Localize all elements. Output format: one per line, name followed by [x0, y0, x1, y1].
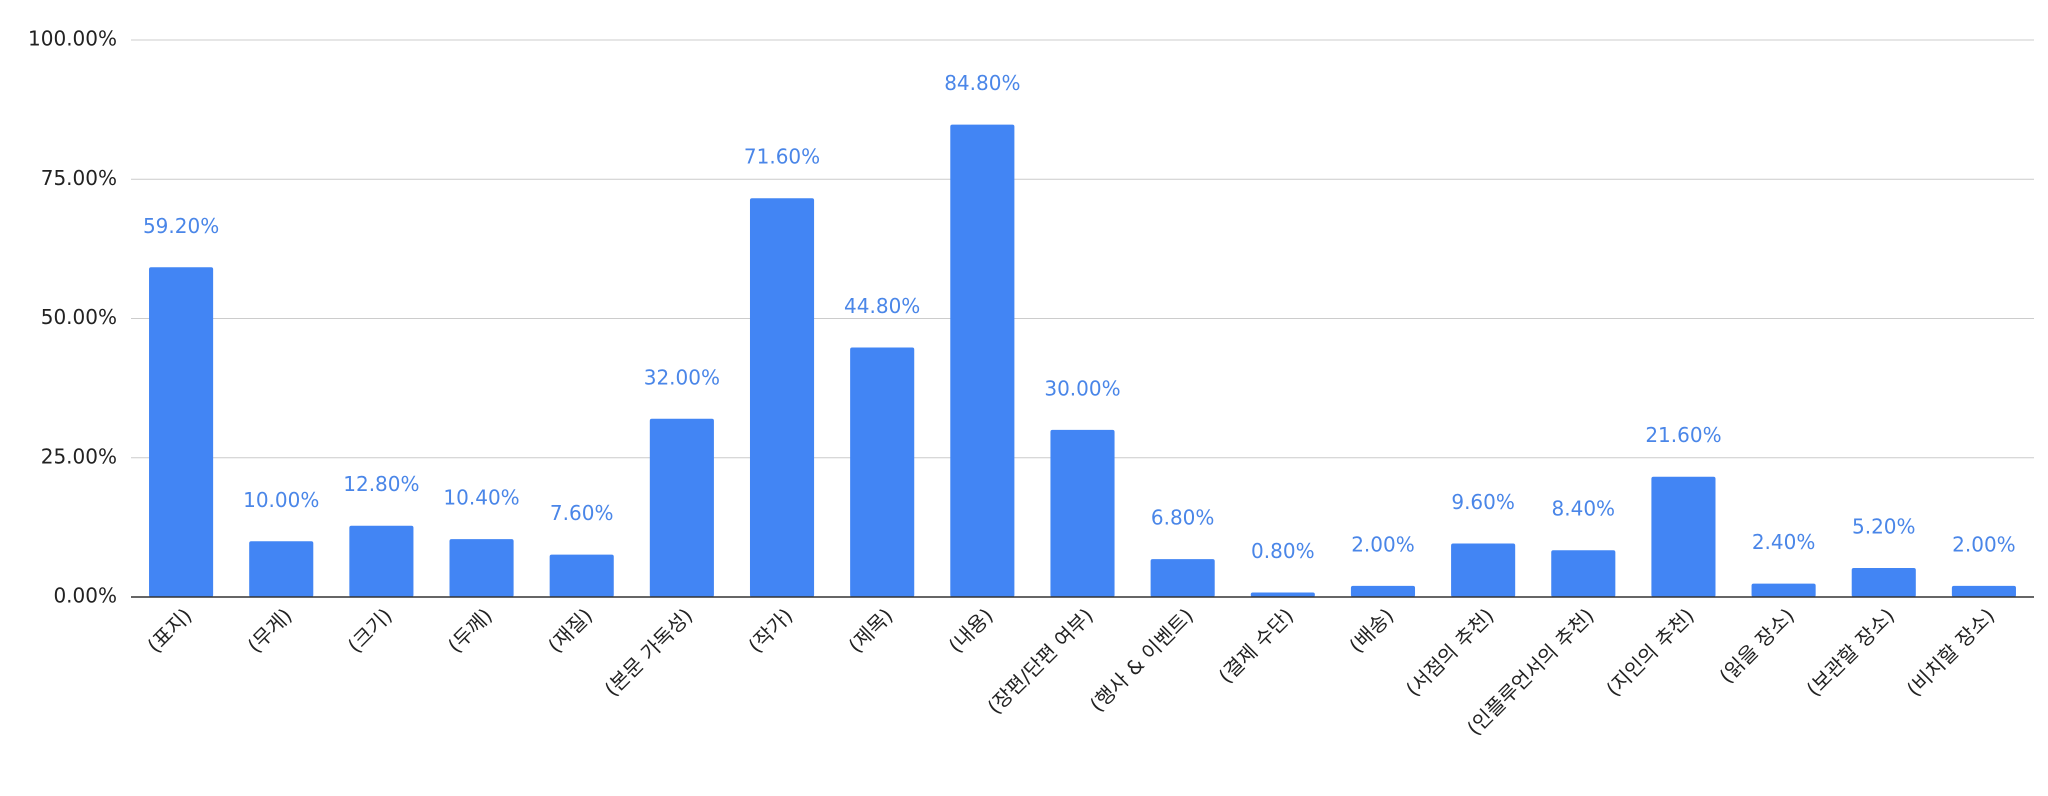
bar	[1751, 583, 1816, 597]
bar	[149, 267, 214, 597]
y-tick-label: 75.00%	[41, 166, 117, 190]
data-label: 2.00%	[1952, 532, 2016, 556]
x-tick-label: (재질)	[543, 603, 597, 657]
x-tick-label: (결제 수단)	[1214, 603, 1299, 688]
bar	[1150, 559, 1215, 597]
bar	[1651, 476, 1716, 597]
data-label: 0.80%	[1251, 539, 1315, 563]
bar	[950, 124, 1015, 597]
data-label: 6.80%	[1151, 506, 1215, 530]
y-tick-label: 0.00%	[53, 584, 117, 608]
data-label: 8.40%	[1552, 497, 1616, 521]
data-label: 44.80%	[844, 294, 920, 318]
bar	[449, 539, 514, 597]
data-label: 21.60%	[1645, 423, 1721, 447]
bar	[1050, 429, 1115, 597]
bar	[649, 418, 714, 597]
x-tick-label: (표지)	[142, 603, 196, 657]
data-label: 71.60%	[744, 145, 820, 169]
bar	[1951, 585, 2016, 597]
bar	[1250, 592, 1315, 597]
data-label: 5.20%	[1852, 515, 1916, 539]
x-tick-label: (본문 가독성)	[600, 603, 698, 701]
x-tick-label: (제목)	[844, 603, 898, 657]
data-label: 2.00%	[1351, 532, 1415, 556]
x-tick-label: (지인의 추천)	[1601, 603, 1699, 701]
x-tick-label: (보관할 장소)	[1802, 603, 1900, 701]
bar	[349, 525, 414, 597]
data-label: 30.00%	[1044, 376, 1120, 400]
bar	[1350, 585, 1416, 597]
bar	[749, 198, 815, 598]
x-tick-label: (장편/단편 여부)	[983, 603, 1098, 718]
x-tick-label: (읽을 장소)	[1714, 603, 1799, 688]
data-label: 32.00%	[644, 365, 720, 389]
data-label: 59.20%	[143, 214, 219, 238]
x-tick-label: (비치할 장소)	[1902, 603, 2000, 701]
bar	[850, 347, 915, 597]
data-label: 2.40%	[1752, 530, 1816, 554]
data-label: 84.80%	[944, 71, 1020, 95]
x-tick-label: (행사 & 이벤트)	[1085, 603, 1198, 716]
x-tick-label: (크기)	[343, 603, 397, 657]
bar	[1451, 543, 1516, 597]
y-tick-label: 50.00%	[41, 305, 117, 329]
data-label: 10.40%	[443, 486, 519, 510]
bar	[1551, 550, 1616, 597]
bar	[549, 554, 614, 597]
data-label: 10.00%	[243, 488, 319, 512]
data-label: 9.60%	[1451, 490, 1515, 514]
data-label: 7.60%	[550, 501, 614, 525]
bar	[249, 541, 314, 597]
x-tick-label: (두께)	[443, 603, 497, 657]
y-tick-label: 25.00%	[41, 444, 117, 468]
bar	[1851, 568, 1916, 597]
x-tick-label: (무게)	[243, 603, 297, 657]
x-tick-label: (작가)	[743, 603, 797, 657]
x-tick-label: (배송)	[1344, 603, 1398, 657]
x-tick-label: (내용)	[944, 603, 998, 657]
y-tick-label: 100.00%	[28, 27, 117, 51]
data-label: 12.80%	[343, 472, 419, 496]
x-tick-label: (서점의 추천)	[1401, 603, 1499, 701]
